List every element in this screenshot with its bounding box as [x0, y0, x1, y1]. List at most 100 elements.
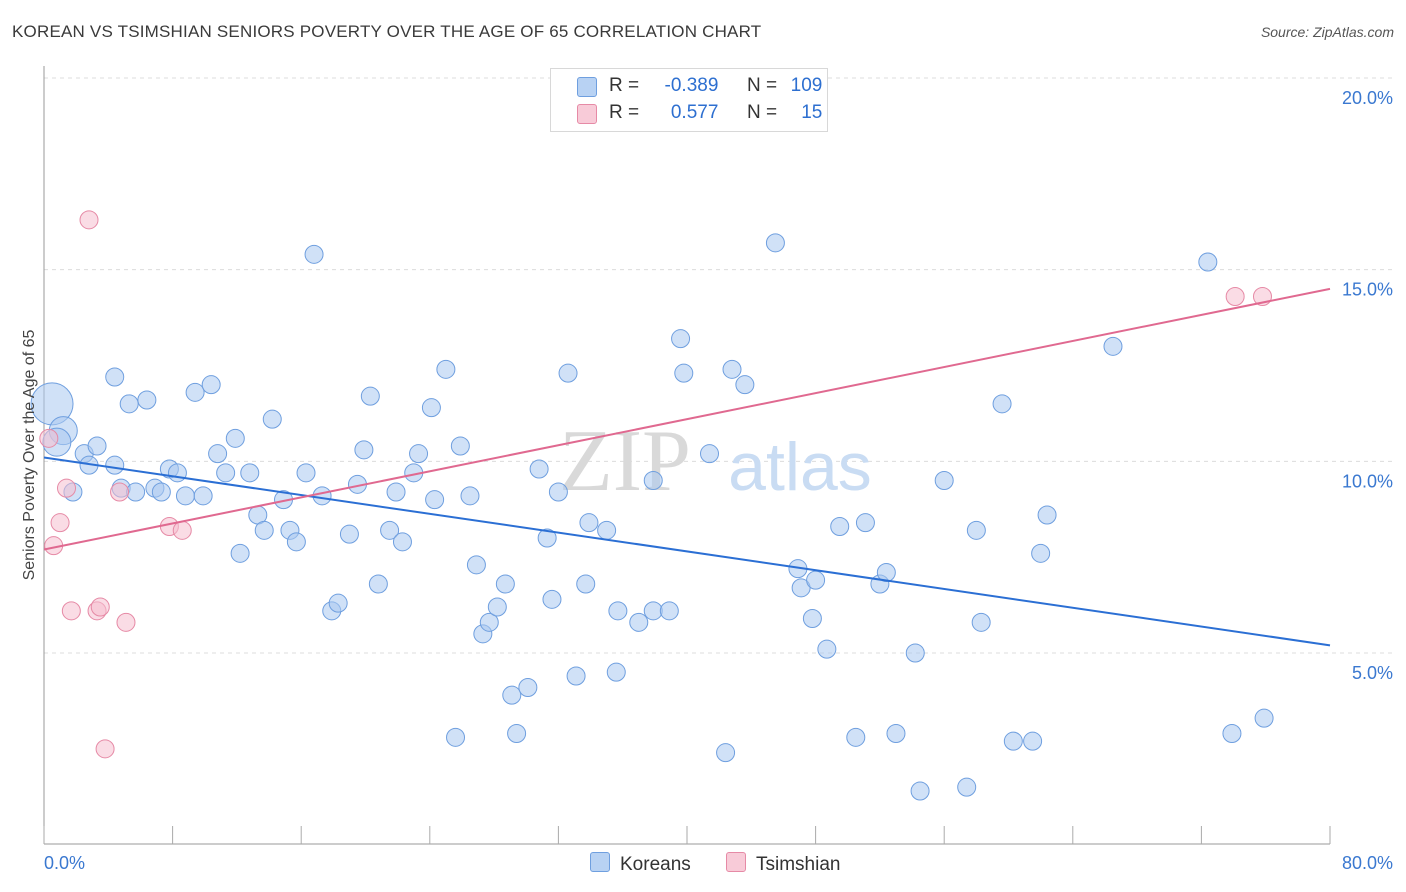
korean-point [126, 482, 146, 502]
korean-point [254, 520, 274, 540]
y-tick-label: 5.0% [1352, 663, 1393, 683]
y-tick-label: 20.0% [1342, 88, 1393, 108]
tsimshian-point [90, 597, 110, 617]
korean-point [339, 524, 359, 544]
korean-point [579, 513, 599, 533]
korean-point [360, 386, 380, 406]
korean-point [542, 589, 562, 609]
tsimshian-point [57, 478, 77, 498]
n-label: N = [746, 75, 778, 96]
tsimshian-swatch [726, 852, 746, 872]
korean-point [548, 482, 568, 502]
korean-point [608, 601, 628, 621]
x-tick-label: 0.0% [44, 853, 85, 873]
korean-point [905, 643, 925, 663]
korean-point [576, 574, 596, 594]
korean-point [380, 520, 400, 540]
korean-point [193, 486, 213, 506]
korean-trend-line [43, 456, 1331, 647]
korean-point [629, 612, 649, 632]
n-value: 15 [801, 102, 823, 123]
korean-point [643, 601, 663, 621]
korean-point [1254, 708, 1274, 728]
x-tick-label: 80.0% [1342, 853, 1393, 873]
korean-point [119, 394, 139, 414]
korean-swatch [577, 77, 597, 97]
korean-point [304, 244, 324, 264]
watermark: ZIP atlas [559, 413, 872, 510]
korean-point [502, 685, 522, 705]
korean-point [659, 601, 679, 621]
korean-point [507, 724, 527, 743]
korean-point [105, 455, 125, 475]
korean-point [436, 359, 456, 379]
tsimshian-point [61, 601, 81, 621]
korean-point [368, 574, 388, 594]
r-value: -0.389 [664, 75, 719, 96]
korean-point [934, 471, 954, 490]
korean-point [597, 520, 617, 540]
korean-point [392, 532, 412, 552]
korean-point [312, 486, 332, 506]
korean-point [286, 532, 306, 552]
r-value: 0.577 [670, 102, 719, 123]
axes [43, 66, 1331, 845]
tsimshian-point [172, 520, 192, 540]
korean-point [386, 482, 406, 502]
korean-point [830, 517, 850, 536]
korean-point [208, 444, 228, 464]
chart-title: KOREAN VS TSIMSHIAN SENIORS POVERTY OVER… [12, 22, 762, 41]
tsimshian-point [39, 428, 59, 448]
korean-point [558, 363, 578, 383]
korean-point [87, 436, 107, 456]
tick-labels: 5.0% 10.0% 15.0% 20.0% 0.0% 80.0% [44, 88, 1393, 873]
korean-point [992, 394, 1012, 414]
korean-point [450, 436, 470, 456]
korean-point [537, 528, 557, 548]
korean-point [167, 463, 187, 483]
korean-point [817, 639, 837, 659]
tsimshian-point [116, 612, 136, 632]
korean-point [518, 678, 538, 697]
tsimshian-point [50, 513, 70, 533]
korean-point [425, 490, 445, 510]
korean-point [855, 513, 875, 533]
tsimshian-point [1225, 287, 1245, 306]
korean-point [1023, 731, 1043, 751]
korean-point [460, 486, 480, 506]
korean-point [487, 597, 507, 617]
korean-point [105, 367, 125, 387]
korean-point [910, 781, 930, 801]
r-label: R = [609, 75, 640, 96]
legend-label: Koreans [620, 854, 691, 875]
watermark-zip: ZIP [559, 413, 691, 510]
korean-point [716, 743, 736, 763]
korean-point [421, 398, 441, 418]
y-axis-label: Seniors Poverty Over the Age of 65 [21, 329, 38, 581]
korean-point [886, 724, 906, 743]
tsimshian-point [110, 482, 130, 502]
korean-point [722, 359, 742, 379]
trend-lines [43, 287, 1331, 647]
korean-point [201, 375, 221, 395]
korean-point [957, 777, 977, 797]
korean-point [846, 727, 866, 747]
korean-point [806, 570, 826, 590]
tsimshian-swatch [577, 104, 597, 124]
korean-point [700, 444, 720, 464]
korean-point [240, 463, 260, 483]
n-label: N = [746, 102, 778, 123]
korean-point [643, 471, 663, 490]
korean-point [674, 363, 694, 383]
n-value: 109 [790, 75, 823, 96]
korean-point [262, 409, 282, 429]
korean-point [225, 428, 245, 448]
korean-point [566, 666, 586, 686]
bottom-legend-tsimshian: Tsimshian [726, 852, 840, 876]
korean-point [354, 440, 374, 460]
korean-point [185, 382, 205, 402]
korean-point [175, 486, 195, 506]
korean-swatch [590, 852, 610, 872]
korean-point [1003, 731, 1023, 751]
korean-point [216, 463, 236, 483]
